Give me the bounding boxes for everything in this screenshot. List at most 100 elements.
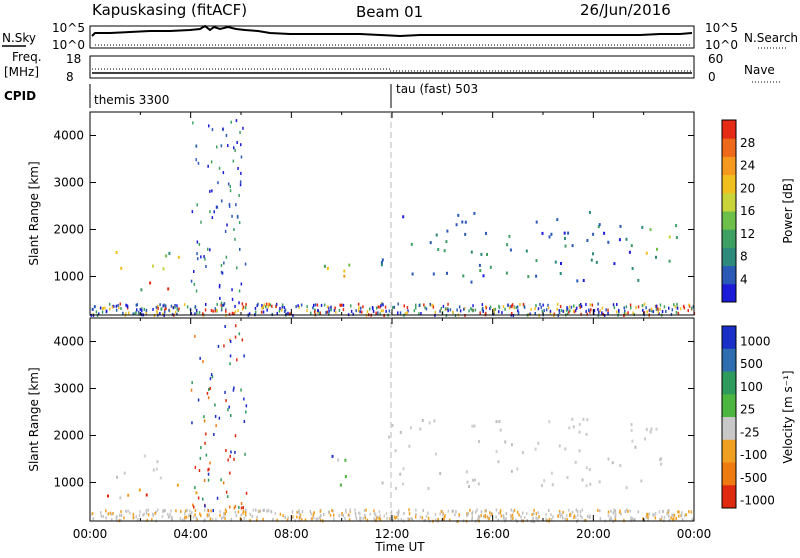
velocity-cell-347 — [397, 509, 400, 513]
velocity-cell-585 — [125, 509, 127, 513]
velocity-cell-93 — [649, 430, 652, 434]
power-cell-358 — [657, 310, 659, 314]
power-cell-1 — [177, 255, 180, 259]
velocity-cell-516 — [210, 509, 212, 513]
velocity-cell-491 — [333, 513, 335, 517]
power-cell-39 — [597, 225, 600, 229]
power-cell-24 — [541, 231, 544, 235]
velocity-cell-335 — [369, 512, 371, 516]
velocity-cell-662 — [216, 496, 219, 500]
velocity-cell-571 — [663, 515, 666, 519]
power-cell-512 — [171, 312, 174, 316]
velocity-cell-278 — [620, 512, 622, 516]
power-cell-424 — [372, 309, 375, 313]
power-cell-667 — [203, 255, 205, 259]
velocity-cell-671 — [236, 358, 238, 362]
power-cell-205 — [629, 303, 632, 307]
noise-left-tick-high: 10^5 — [52, 21, 85, 35]
velocity-cell-224 — [309, 510, 312, 513]
power-cell-636 — [244, 262, 247, 266]
velocity-cell-617 — [245, 410, 247, 414]
velocity-cell-58 — [611, 461, 614, 465]
power-cell-49 — [564, 244, 567, 248]
power-cell-359 — [659, 303, 662, 307]
power-cell-84 — [464, 220, 467, 224]
velocity-cell-672 — [242, 506, 244, 510]
power-cell-92 — [668, 235, 671, 239]
power-cell-168 — [132, 312, 134, 316]
velocity-cell-665 — [232, 388, 235, 392]
velocity-cell-29 — [498, 420, 501, 423]
velocity-cell-104 — [237, 510, 240, 514]
power-cell-597 — [207, 164, 209, 168]
power-cell-308 — [463, 307, 466, 311]
velocity-cell-181 — [505, 512, 508, 515]
power-cell-588 — [262, 305, 264, 309]
velocity-cell-550 — [647, 515, 649, 519]
power-cell-529 — [687, 309, 689, 313]
power-cell-466 — [559, 305, 562, 308]
velocity-cell-30 — [477, 482, 480, 486]
velocity-cell-13 — [176, 483, 179, 487]
power-cell-511 — [314, 310, 316, 314]
power-cell-174 — [471, 308, 473, 312]
velocity-cell-87 — [399, 430, 402, 434]
power-cell-672 — [204, 257, 206, 261]
velocity-cell-303 — [422, 509, 424, 512]
power-cell-294 — [489, 307, 491, 311]
power-cell-651 — [217, 181, 219, 185]
velocity-cell-71 — [585, 484, 588, 488]
power-cell-372 — [195, 308, 198, 312]
power-cell-608 — [218, 166, 221, 170]
station-title: Kapuskasing (fitACF) — [92, 1, 247, 19]
velocity-cell-413 — [500, 514, 503, 518]
power-cell-553 — [458, 305, 461, 309]
velocity-colorbar-tick-1: 500 — [740, 357, 763, 371]
power-cell-138 — [376, 306, 378, 310]
velocity-cell-20 — [434, 452, 437, 456]
power-cell-16 — [535, 274, 538, 278]
power-cell-439 — [418, 312, 420, 316]
velocity-cell-674 — [203, 419, 206, 423]
power-colorbar-swatch-7 — [722, 156, 736, 176]
velocity-cell-507 — [509, 514, 512, 518]
velocity-cell-635 — [229, 362, 231, 366]
velocity-cell-434 — [373, 509, 375, 513]
power-cell-347 — [145, 311, 147, 315]
velocity-cell-629 — [229, 454, 231, 458]
power-colorbar-tick-2: 12 — [740, 227, 755, 241]
power-cell-384 — [138, 312, 140, 316]
power-cell-50 — [590, 258, 593, 262]
power-cell-593 — [444, 307, 447, 311]
velocity-cell-640 — [206, 391, 209, 395]
velocity-cell-107 — [223, 511, 225, 515]
power-cell-269 — [210, 309, 213, 313]
power-cell-112 — [162, 312, 164, 316]
noise-sky-label: N.Sky — [2, 31, 36, 45]
power-cell-638 — [239, 183, 242, 187]
velocity-cell-73 — [598, 480, 601, 484]
power-cell-431 — [650, 307, 653, 311]
velocity-cell-207 — [379, 514, 381, 518]
velocity-cell-287 — [199, 512, 201, 516]
power-cell-596 — [242, 126, 244, 130]
power-cell-266 — [157, 304, 159, 308]
power-colorbar-swatch-1 — [722, 265, 736, 285]
velocity-cell-170 — [637, 510, 640, 514]
power-cell-9 — [167, 287, 170, 291]
power-colorbar-swatch-4 — [722, 211, 736, 230]
velocity-cell-285 — [403, 512, 405, 515]
velocity-cell-508 — [658, 510, 661, 514]
power-cell-140 — [547, 303, 549, 307]
velocity-cell-525 — [374, 511, 376, 515]
velocity-cell-21 — [548, 420, 551, 424]
velocity-cell-387 — [319, 509, 322, 513]
power-cell-15 — [603, 231, 606, 235]
velocity-cell-153 — [477, 514, 480, 518]
power-cell-592 — [136, 308, 138, 312]
power-cell-649 — [227, 182, 230, 186]
velocity-cell-494 — [354, 511, 357, 515]
velocity-cell-142 — [263, 508, 265, 512]
power-cell-530 — [522, 302, 525, 306]
velocity-cell-32 — [427, 487, 430, 490]
